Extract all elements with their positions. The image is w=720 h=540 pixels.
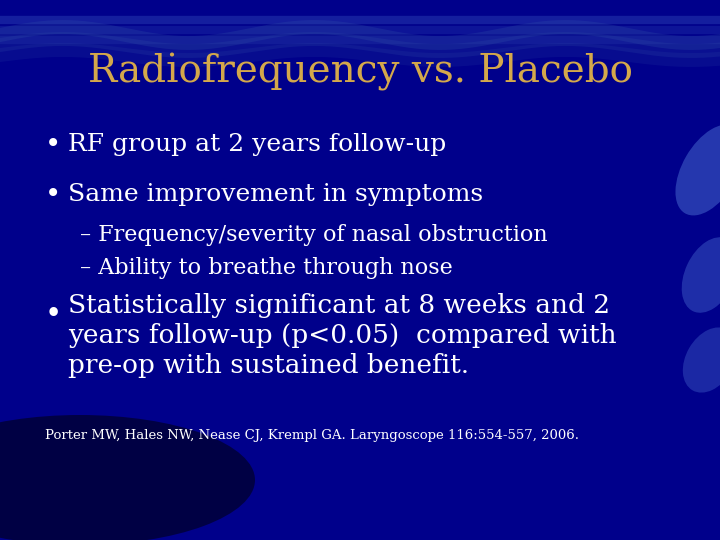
Text: Radiofrequency vs. Placebo: Radiofrequency vs. Placebo	[88, 53, 632, 91]
Ellipse shape	[675, 125, 720, 215]
Text: •: •	[45, 181, 61, 208]
Ellipse shape	[682, 237, 720, 313]
Text: – Frequency/severity of nasal obstruction: – Frequency/severity of nasal obstructio…	[80, 224, 548, 246]
Text: •: •	[45, 301, 62, 329]
Text: •: •	[45, 132, 61, 159]
Text: pre-op with sustained benefit.: pre-op with sustained benefit.	[68, 353, 469, 377]
Text: – Ability to breathe through nose: – Ability to breathe through nose	[80, 257, 453, 279]
Text: Same improvement in symptoms: Same improvement in symptoms	[68, 184, 483, 206]
Ellipse shape	[683, 327, 720, 393]
Text: RF group at 2 years follow-up: RF group at 2 years follow-up	[68, 133, 446, 157]
Ellipse shape	[0, 415, 255, 540]
Text: Porter MW, Hales NW, Nease CJ, Krempl GA. Laryngoscope 116:554-557, 2006.: Porter MW, Hales NW, Nease CJ, Krempl GA…	[45, 429, 579, 442]
Text: Statistically significant at 8 weeks and 2: Statistically significant at 8 weeks and…	[68, 293, 610, 318]
Text: years follow-up (p<0.05)  compared with: years follow-up (p<0.05) compared with	[68, 322, 616, 348]
